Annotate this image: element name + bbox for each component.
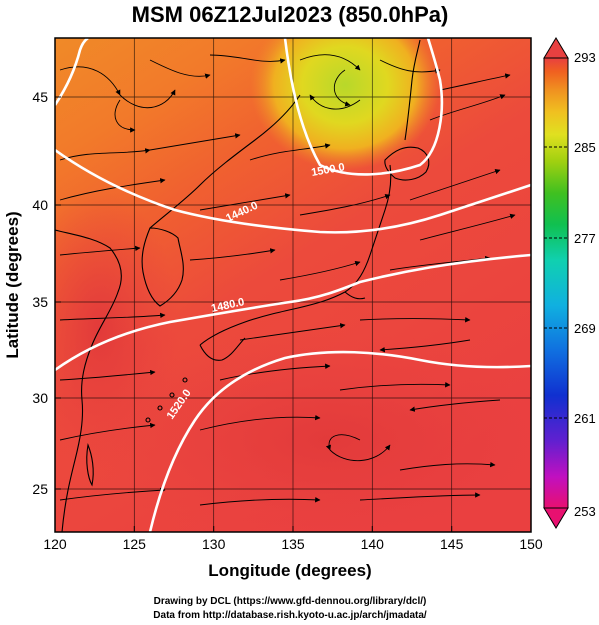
y-axis: 25 30 35 40 45 Latitude (degrees) (3, 89, 61, 497)
x-tick-label: 130 (202, 536, 226, 552)
colorbar-tick-label: 293 (574, 50, 596, 65)
colorbar-tick-label: 269 (574, 321, 596, 336)
y-tick-label: 40 (32, 197, 48, 213)
figure-title: MSM 06Z12Jul2023 (850.0hPa) (132, 2, 449, 27)
x-tick-label: 145 (440, 536, 464, 552)
contour-label-1500: 1500.0 (310, 161, 345, 179)
x-tick-label: 140 (361, 536, 385, 552)
colorbar: 293 285 277 269 261 253 (543, 37, 596, 529)
x-axis-title: Longitude (degrees) (208, 561, 371, 580)
y-axis-title: Latitude (degrees) (3, 211, 22, 358)
colorbar-tick-label: 261 (574, 411, 596, 426)
x-axis: 120 125 130 135 140 145 150 Longitude (d… (43, 526, 543, 580)
warm-region-west (55, 190, 180, 470)
y-tick-label: 45 (32, 89, 48, 105)
y-tick-label: 30 (32, 390, 48, 406)
colorbar-gradient (543, 57, 569, 509)
contour-1520 (148, 350, 531, 532)
colorbar-top-triangle (543, 37, 569, 59)
height-contours (55, 38, 531, 532)
y-tick-label: 35 (32, 294, 48, 310)
contour-1480 (55, 253, 531, 372)
contour-west-edge (55, 38, 89, 106)
y-tick-label: 25 (32, 481, 48, 497)
x-tick-label: 135 (281, 536, 305, 552)
x-tick-label: 150 (519, 536, 543, 552)
contour-1440 (55, 148, 531, 234)
warm-region-south (90, 330, 531, 532)
colorbar-tick-label: 285 (574, 140, 596, 155)
colorbar-tick-label: 253 (574, 504, 596, 519)
x-tick-label: 125 (123, 536, 147, 552)
colorbar-bottom-triangle (543, 507, 569, 529)
colorbar-tick-label: 277 (574, 231, 596, 246)
contour-1500 (283, 38, 444, 176)
map-plot-area: 1500.0 1440.0 1480.0 1520.0 (54, 37, 532, 533)
credit-drawing: Drawing by DCL (https://www.gfd-dennou.o… (154, 596, 427, 607)
wind-streamlines (59, 54, 516, 506)
x-tick-label: 120 (43, 536, 67, 552)
credit-data-source: Data from http://database.rish.kyoto-u.a… (153, 610, 427, 621)
